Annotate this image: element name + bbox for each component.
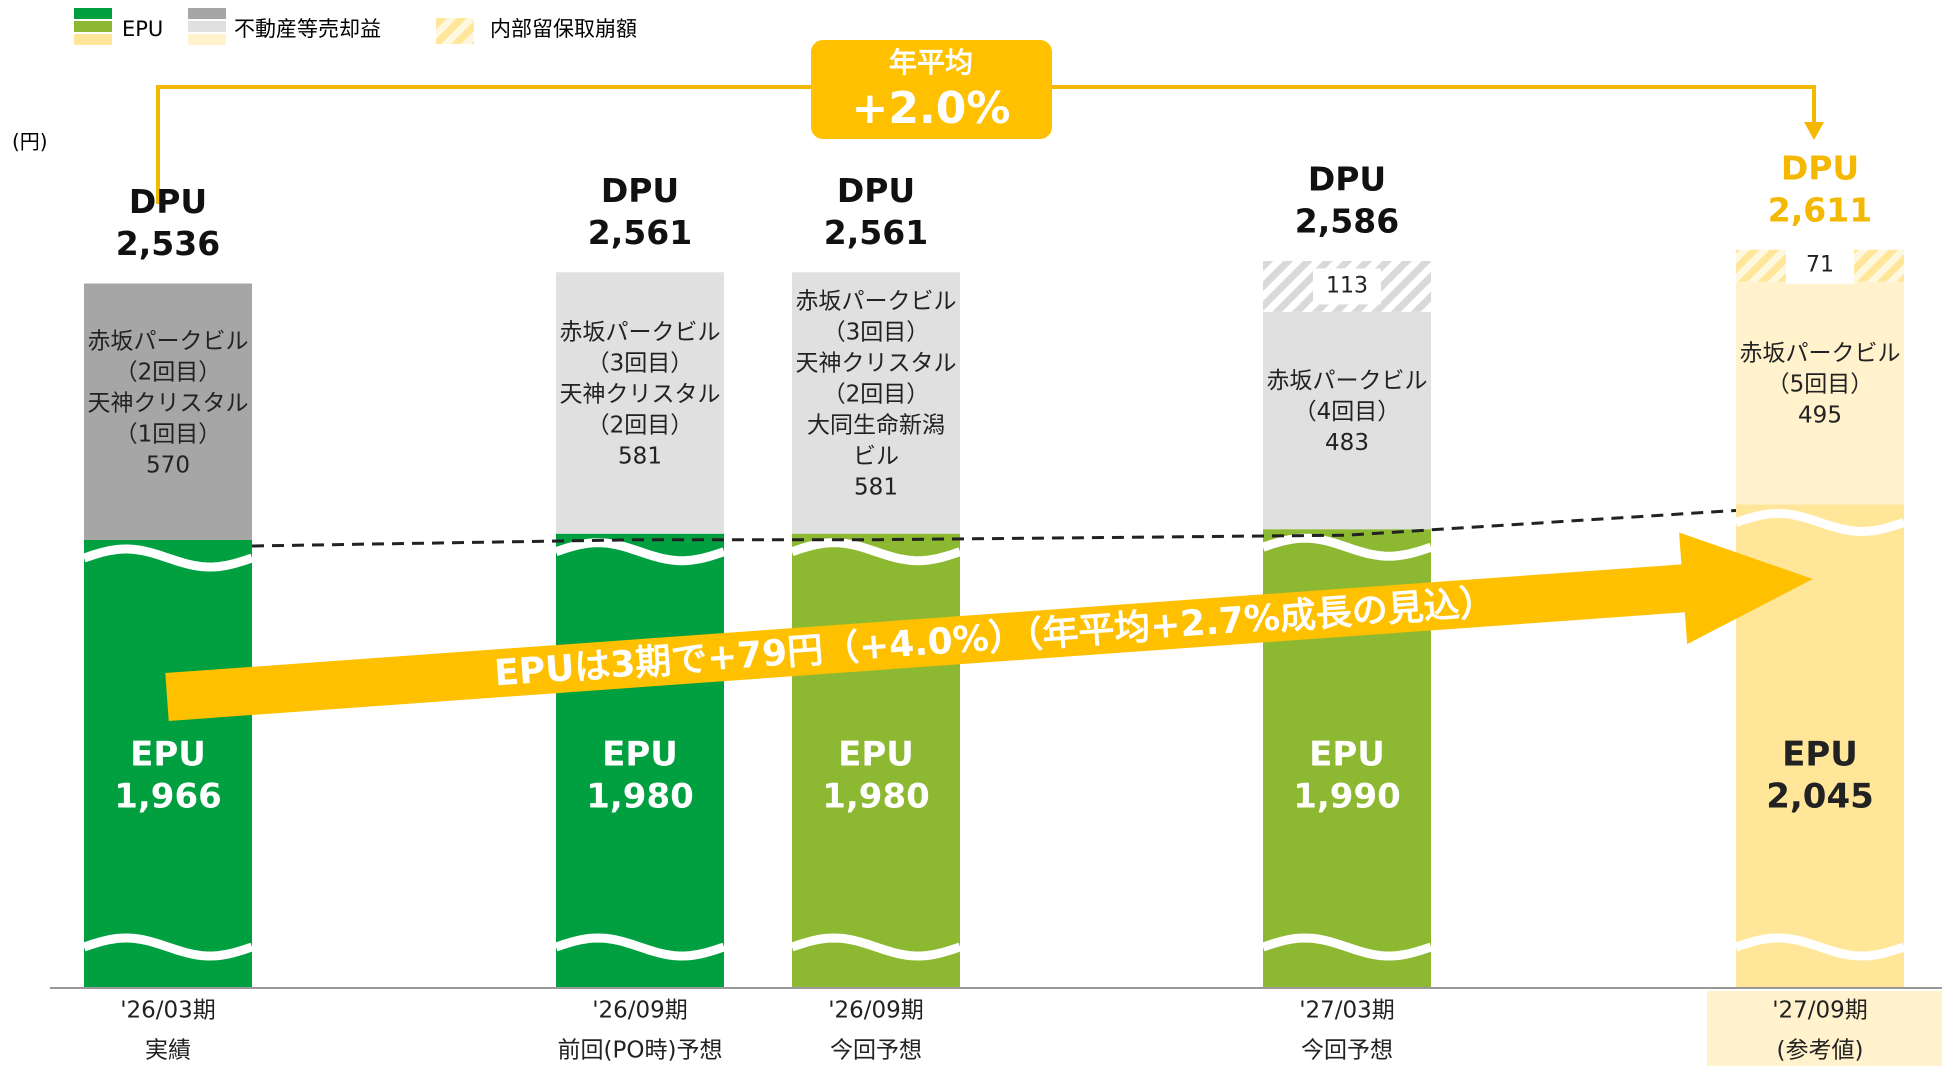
- segment-note: 天神クリスタル: [796, 350, 957, 376]
- segment-note: 天神クリスタル: [88, 390, 249, 416]
- sale-gain-bar: [84, 283, 252, 540]
- legend-label: EPU: [122, 17, 163, 41]
- dpu-label: DPU: [129, 182, 207, 221]
- epu-label: EPU: [1309, 735, 1385, 775]
- segment-note: 赤坂パークビル: [1267, 368, 1428, 394]
- break-wave: [554, 933, 726, 961]
- epu-bar: [556, 533, 724, 987]
- epu-label: EPU: [1782, 735, 1858, 775]
- dpu-label: DPU: [601, 171, 679, 210]
- box-value: +2.0%: [852, 83, 1011, 134]
- bracket-arrow: [1804, 122, 1824, 140]
- x-tick-label: '27/03期: [1299, 998, 1395, 1024]
- segment-note: （2回目）: [115, 359, 222, 385]
- dpu-label: DPU: [1308, 160, 1386, 199]
- epu-trend: [251, 508, 1737, 548]
- segment-note: （5回目）: [1767, 372, 1874, 398]
- segment-note: 大同生命新潟: [807, 412, 945, 438]
- epu-label: EPU: [130, 735, 206, 775]
- epu-value: 1,980: [586, 777, 694, 817]
- retained-value: 113: [1326, 273, 1368, 298]
- break-wave: [82, 933, 254, 961]
- break-wave: [1261, 533, 1433, 561]
- segment-note: 天神クリスタル: [560, 381, 721, 407]
- epu-value: 1,966: [114, 777, 222, 817]
- epu-value: 1,990: [1293, 777, 1401, 817]
- dpu-value: 2,561: [588, 213, 692, 252]
- break-wave: [1734, 508, 1906, 537]
- unit-label: (円): [12, 130, 48, 154]
- segment-note: （4回目）: [1294, 399, 1401, 425]
- x-tick-note: 今回予想: [830, 1038, 922, 1064]
- sale-gain-bar: [1263, 311, 1431, 530]
- epu-label: EPU: [602, 735, 678, 775]
- sale-gain-bar: [792, 272, 960, 534]
- epu-bar: [84, 540, 252, 987]
- break-wave: [1261, 933, 1433, 961]
- segment-note: （1回目）: [115, 421, 222, 447]
- x-tick-label: '26/09期: [592, 998, 688, 1024]
- epu-label: EPU: [838, 735, 914, 775]
- x-tick-note: 前回(PO時)予想: [558, 1038, 723, 1064]
- dpu-value: 2,611: [1768, 190, 1872, 229]
- x-tick-note: (参考値): [1777, 1038, 1864, 1064]
- segment-value: 495: [1798, 403, 1842, 429]
- x-tick-label: '27/09期: [1772, 998, 1868, 1024]
- retained-label-box: [1786, 247, 1854, 284]
- break-wave: [82, 544, 254, 572]
- segment-note: 赤坂パークビル: [88, 328, 249, 354]
- growth-arrow: EPUは3期で+79円（+4.0%）（年平均+2.7%成長の見込）: [165, 532, 1813, 721]
- segment-note: （2回目）: [587, 412, 694, 438]
- legend-label: 内部留保取崩額: [490, 17, 637, 41]
- legend: EPU 不動産等売却益 内部留保取崩額: [74, 8, 637, 45]
- dpu-label: DPU: [1781, 148, 1859, 187]
- segment-note: ビル: [853, 443, 899, 469]
- legend-label: 不動産等売却益: [234, 17, 381, 41]
- segment-note: （3回目）: [823, 319, 930, 345]
- highlight-bg: [1707, 991, 1942, 1066]
- segment-note: 赤坂パークビル: [796, 288, 957, 314]
- segment-note: （3回目）: [587, 350, 694, 376]
- epu-value: 2,045: [1766, 777, 1874, 817]
- break-wave: [1734, 933, 1906, 961]
- retained-value: 71: [1806, 253, 1834, 278]
- segment-value: 483: [1325, 430, 1369, 456]
- x-tick-label: '26/09期: [828, 998, 924, 1024]
- box-title: 年平均: [889, 46, 973, 79]
- dpu-label: DPU: [837, 171, 915, 210]
- segment-value: 581: [854, 474, 898, 500]
- segment-note: 赤坂パークビル: [560, 319, 721, 345]
- epu-value: 1,980: [822, 777, 930, 817]
- x-tick-label: '26/03期: [120, 998, 216, 1024]
- growth-box: [811, 40, 1052, 139]
- epu-bar: [792, 533, 960, 987]
- segment-value: 581: [618, 443, 662, 469]
- dpu-value: 2,561: [824, 213, 928, 252]
- segment-note: 赤坂パークビル: [1740, 341, 1901, 367]
- break-wave: [790, 933, 962, 961]
- break-wave: [554, 538, 726, 566]
- dpu-value: 2,586: [1295, 202, 1399, 241]
- retained-label-box: [1313, 268, 1381, 305]
- dpu-value: 2,536: [116, 224, 220, 263]
- break-wave: [790, 538, 962, 566]
- x-tick-note: 実績: [145, 1038, 191, 1064]
- x-tick-note: 今回予想: [1301, 1038, 1393, 1064]
- segment-note: （2回目）: [823, 381, 930, 407]
- segment-value: 570: [146, 452, 190, 478]
- sale-gain-bar: [556, 272, 724, 534]
- sale-gain-bar: [1736, 281, 1904, 505]
- arrow-shape: [165, 532, 1813, 721]
